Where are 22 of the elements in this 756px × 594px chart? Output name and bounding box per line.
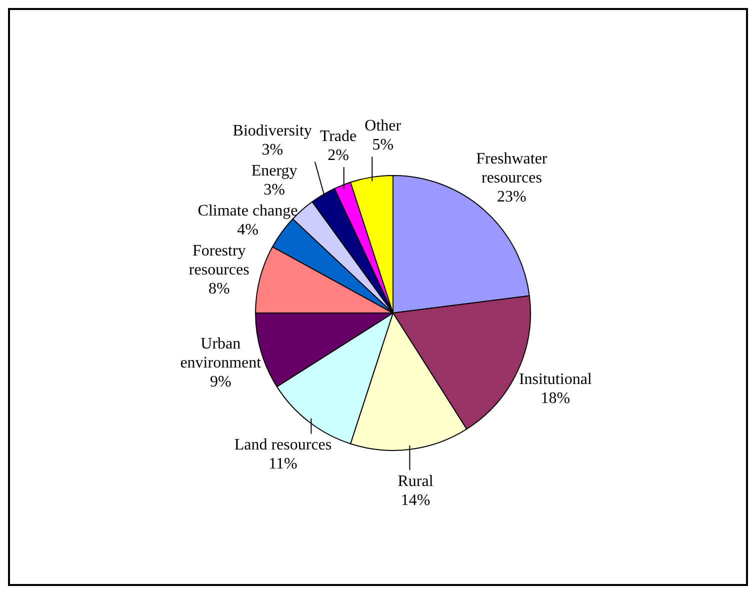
slice-label: Trade [320,128,357,145]
slice-label: Other [364,117,402,134]
data-label: 14% [400,492,430,509]
slice-label: Freshwater resources [476,150,548,187]
slice-label: Land resources [234,436,332,454]
slice-label: Biodiversity [232,122,312,140]
data-label: 3% [262,142,284,159]
slice-label: Energy [251,162,298,180]
data-label: 23% [497,188,526,206]
data-label: 4% [237,222,258,239]
data-label: 2% [328,146,349,164]
slice-label: Forestry resources [188,242,250,279]
data-label: 8% [208,280,230,298]
slice-label: Rural [398,472,434,490]
data-label: 3% [264,182,285,199]
slice-label: Urban environment [180,335,262,372]
slice-label: Climate change [198,202,298,220]
data-label: 9% [210,373,232,390]
data-label: 18% [540,390,570,408]
data-label: 5% [372,136,394,154]
data-label: 11% [268,456,298,473]
slice-label: Insitutional [518,371,592,388]
